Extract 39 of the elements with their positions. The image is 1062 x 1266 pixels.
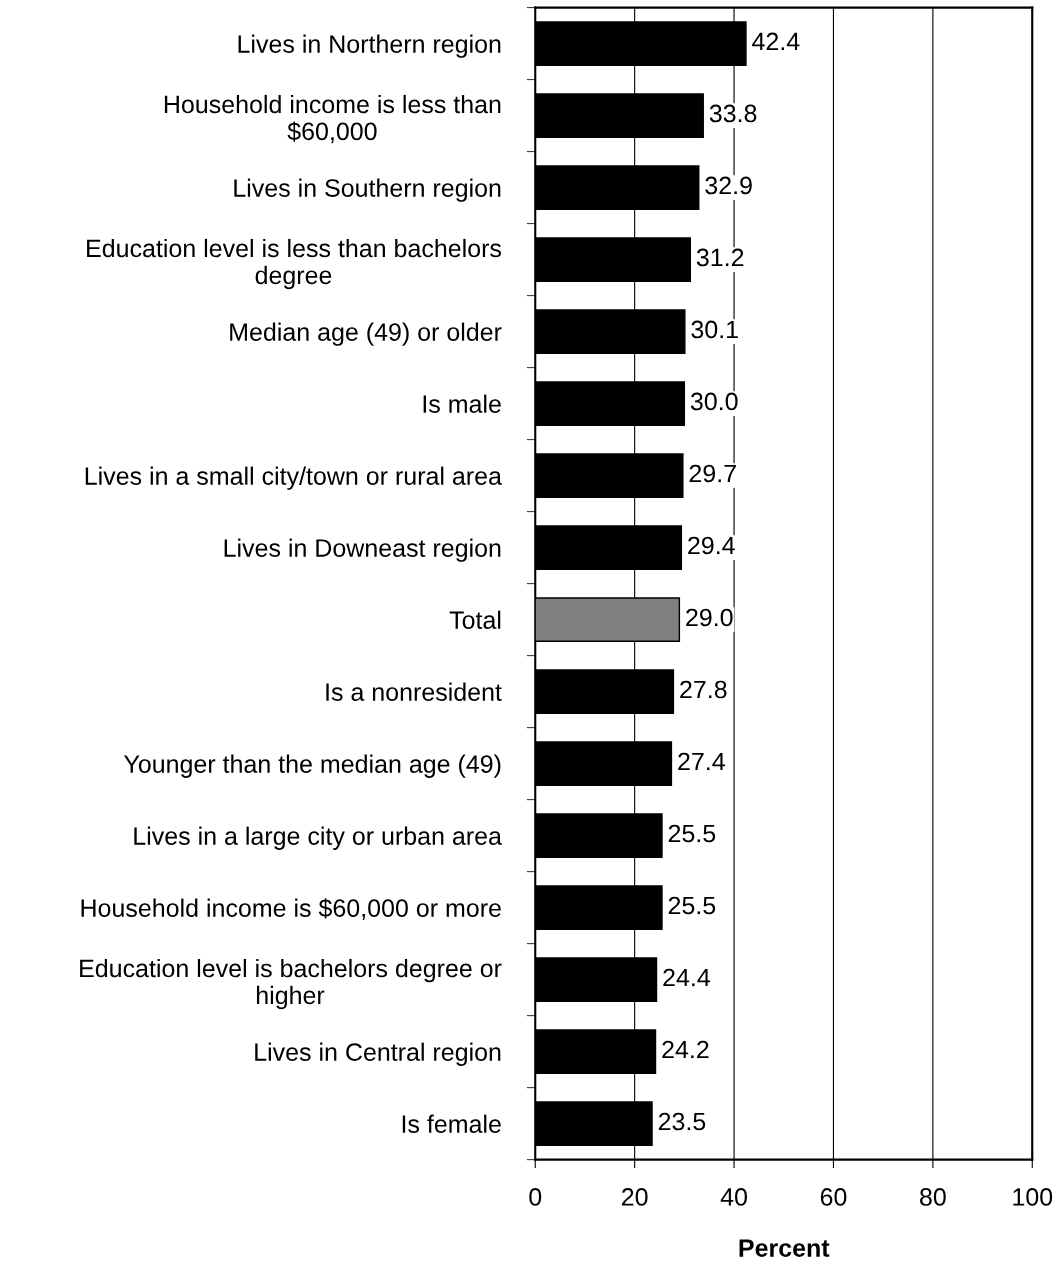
x-axis-title: Percent <box>739 1239 830 1257</box>
y-tick-label: Younger than the median age (49) <box>123 754 501 778</box>
x-tick-label: 20 <box>622 1188 648 1206</box>
data-label: 32.9 <box>705 176 752 195</box>
data-label: 42.4 <box>752 32 800 51</box>
data-label: 25.5 <box>668 896 716 915</box>
data-label: 33.8 <box>709 104 757 123</box>
data-label: 31.2 <box>696 248 744 267</box>
y-tick-label: Lives in Southern region <box>234 178 501 202</box>
x-tick-label: 80 <box>920 1188 946 1206</box>
y-tick-label: Lives in Downeast region <box>224 538 501 562</box>
y-tick-label: Lives in Northern region <box>238 34 501 58</box>
data-label: 27.4 <box>678 752 725 771</box>
y-tick-label: Lives in Central region <box>255 1042 501 1066</box>
data-label: 24.4 <box>663 968 710 987</box>
y-tick-label: Lives in a small city/town or rural area <box>85 466 502 490</box>
x-tick-label: 0 <box>529 1188 542 1206</box>
x-tick-label: 40 <box>720 1188 747 1206</box>
data-label: 30.1 <box>691 320 738 339</box>
data-label: 30.0 <box>690 392 738 411</box>
data-label: 29.4 <box>688 536 735 555</box>
x-tick-label: 60 <box>820 1188 847 1206</box>
data-label: 29.7 <box>689 464 736 483</box>
y-tick-label: Is a nonresident <box>326 682 502 701</box>
y-tick-label: Education level is bachelors degree or higher <box>80 958 502 1010</box>
y-tick-label: Lives in a large city or urban area <box>134 826 502 850</box>
y-tick-label: Education level is less than bachelors degree <box>87 238 502 290</box>
data-label: 27.8 <box>680 680 727 699</box>
y-tick-label: Household income is less than $60,000 <box>164 94 501 144</box>
data-label: 25.5 <box>668 824 716 843</box>
x-tick-label: 100 <box>1013 1188 1053 1206</box>
data-label: 29.0 <box>686 608 733 627</box>
data-label: 24.2 <box>662 1040 709 1059</box>
y-tick-label: Is female <box>402 1114 501 1133</box>
y-tick-label: Median age (49) or older <box>230 322 502 346</box>
y-tick-label: Total <box>449 610 501 629</box>
data-label: 23.5 <box>658 1112 706 1131</box>
y-tick-label: Is male <box>423 394 501 413</box>
y-tick-label: Household income is $60,000 or more <box>81 898 501 920</box>
